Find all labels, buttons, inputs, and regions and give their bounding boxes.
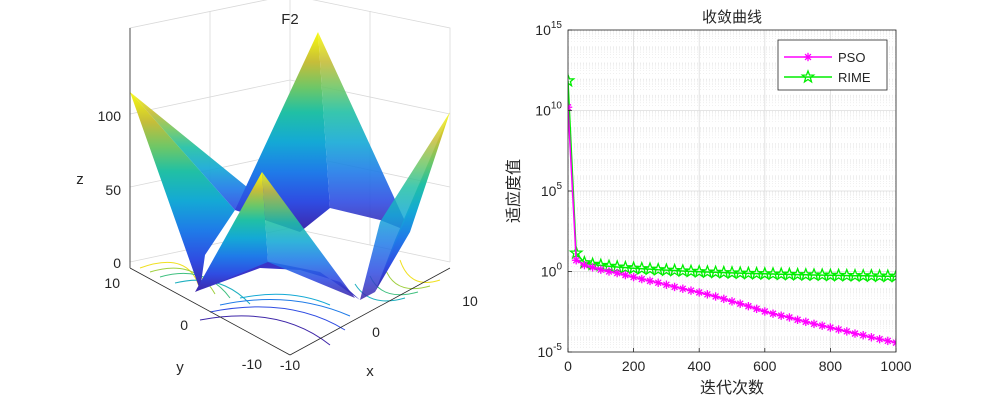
legend-marker-pso (803, 52, 813, 62)
y-axis-label: 适应度值 (504, 159, 523, 223)
legend-label-rime: RIME (838, 70, 871, 85)
x-axis-label: 迭代次数 (700, 379, 764, 397)
y-tick-label: 0 (180, 317, 188, 333)
z-tick-label: 50 (105, 182, 121, 198)
asterisk-marker-stroke (827, 324, 834, 331)
asterisk-marker-stroke (769, 310, 777, 318)
asterisk-marker-stroke (835, 326, 842, 333)
tick-layer: 0 200 400 600 800 1000 10-5 100 105 1010 1015 (535, 20, 911, 374)
z-axis-label: z (76, 171, 84, 188)
asterisk-marker-stroke (597, 266, 605, 274)
legend-marker-rime (800, 69, 816, 84)
asterisk-marker-stroke (802, 318, 810, 326)
asterisk-marker-stroke (892, 339, 896, 344)
star-marker (800, 69, 816, 84)
y-tick-label: 10 (104, 275, 120, 291)
legend: PSO RIME (777, 39, 888, 91)
x-tick-label: 800 (819, 358, 843, 374)
asterisk-marker-stroke (884, 337, 892, 345)
asterisk-marker-stroke (695, 289, 703, 296)
asterisk-marker-stroke (892, 341, 896, 347)
z-tick-label: 0 (113, 255, 121, 271)
x-tick-label: 200 (622, 358, 646, 374)
y-tick-label: 105 (541, 181, 563, 199)
x-tick-label: 600 (753, 358, 777, 374)
asterisk-marker-stroke (777, 312, 785, 320)
star-marker (568, 72, 576, 88)
legend-box (777, 39, 888, 91)
asterisk-marker-stroke (679, 285, 687, 293)
asterisk-marker-stroke (786, 314, 793, 321)
convergence-plot: 收敛曲线 0 200 400 600 800 1000 10-5 100 105 1010 1015… (504, 9, 912, 397)
asterisk-marker-stroke (851, 330, 859, 337)
asterisk-marker-stroke (745, 302, 752, 310)
series-layer (568, 72, 896, 347)
asterisk-marker-stroke (630, 273, 637, 281)
asterisk-marker-stroke (728, 297, 736, 305)
asterisk-marker-stroke (736, 300, 744, 308)
asterisk-marker-stroke (687, 287, 695, 295)
y-tick-label: 100 (541, 262, 563, 280)
star-marker (888, 268, 896, 283)
x-tick-label: -10 (280, 357, 300, 373)
asterisk-marker-stroke (646, 277, 654, 285)
asterisk-marker-stroke (818, 322, 826, 330)
y-tick-label: -10 (242, 356, 262, 372)
asterisk-marker-stroke (753, 305, 760, 313)
asterisk-marker-stroke (810, 320, 818, 328)
asterisk-marker-stroke (720, 295, 728, 303)
asterisk-marker-stroke (761, 308, 769, 315)
asterisk-marker-stroke (868, 333, 875, 341)
surface-mesh (130, 32, 450, 300)
asterisk-marker-stroke (859, 331, 867, 339)
x-tick-label: 400 (688, 358, 712, 374)
x-tick-label: 0 (564, 358, 572, 374)
asterisk-marker-stroke (712, 293, 719, 300)
asterisk-marker-stroke (613, 269, 621, 277)
y-axis-label: y (176, 359, 184, 376)
legend-label-pso: PSO (838, 50, 865, 65)
asterisk-marker-stroke (605, 268, 613, 275)
z-tick-label: 100 (98, 108, 122, 124)
asterisk-marker-stroke (794, 316, 801, 324)
asterisk-marker-stroke (654, 279, 662, 287)
convergence-title: 收敛曲线 (702, 9, 762, 26)
asterisk-marker-stroke (568, 103, 572, 109)
x-axis: -10 0 10 x (280, 293, 478, 380)
asterisk-marker-stroke (704, 290, 711, 298)
asterisk-marker-stroke (663, 281, 670, 289)
x-axis-label: x (366, 363, 374, 380)
z-axis: 100 50 0 z (76, 108, 121, 271)
asterisk-marker-stroke (638, 275, 646, 283)
asterisk-marker-stroke (876, 335, 883, 343)
asterisk-marker-stroke (804, 53, 812, 61)
series-markers-pso (568, 103, 896, 347)
surface-plot: F2 (76, 0, 478, 380)
y-axis: 10 0 -10 y (104, 275, 262, 376)
y-tick-label: 10-5 (538, 342, 563, 360)
y-tick-label: 1010 (535, 101, 562, 119)
asterisk-marker-stroke (671, 283, 678, 291)
x-tick-label: 0 (372, 324, 380, 340)
asterisk-marker-stroke (622, 271, 629, 279)
asterisk-marker-stroke (572, 256, 580, 264)
asterisk-marker-stroke (568, 106, 572, 111)
x-tick-label: 10 (462, 293, 478, 309)
asterisk-marker-stroke (589, 263, 596, 271)
asterisk-marker-stroke (843, 328, 851, 335)
y-tick-label: 1015 (535, 20, 562, 38)
axis-lines (129, 28, 451, 356)
asterisk-marker-stroke (581, 261, 588, 269)
x-tick-label: 1000 (880, 358, 911, 374)
